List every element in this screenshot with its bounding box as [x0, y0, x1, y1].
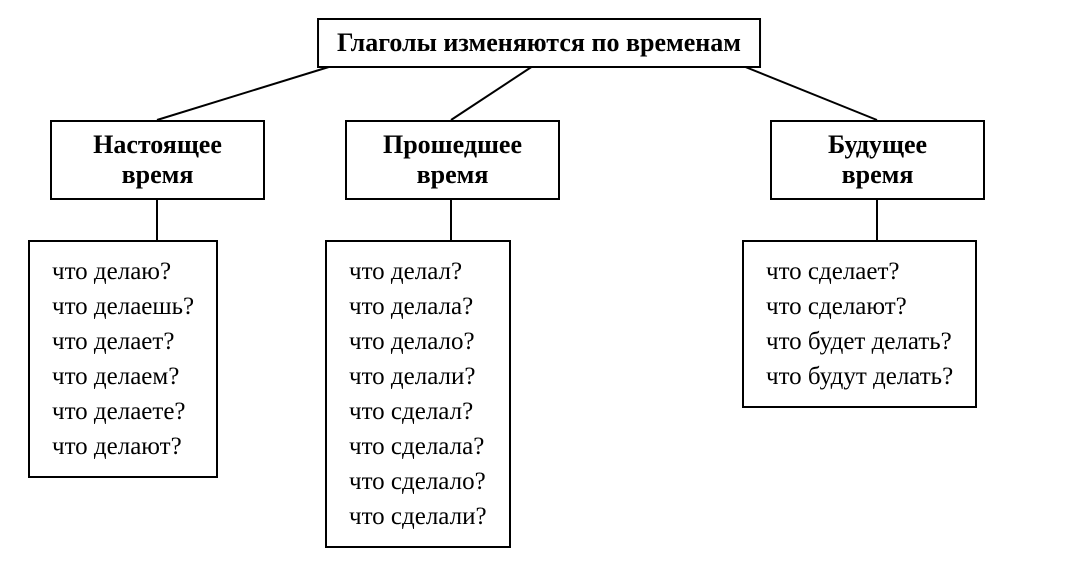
- questions-future: что сделает? что сделают? что будет дела…: [742, 240, 977, 408]
- question-line: что делала?: [349, 289, 487, 324]
- question-line: что сделает?: [766, 254, 953, 289]
- question-line: что будет делать?: [766, 324, 953, 359]
- question-line: что делают?: [52, 429, 194, 464]
- question-line: что делает?: [52, 324, 194, 359]
- question-line: что делаете?: [52, 394, 194, 429]
- question-line: что делаем?: [52, 359, 194, 394]
- tense-title-line1: Настоящее: [93, 130, 222, 159]
- root-label: Глаголы изменяются по временам: [337, 28, 741, 57]
- question-line: что делаешь?: [52, 289, 194, 324]
- tense-title-line2: время: [122, 160, 194, 189]
- question-line: что делаю?: [52, 254, 194, 289]
- tense-node-present: Настоящее время: [50, 120, 265, 200]
- question-line: что делали?: [349, 359, 487, 394]
- question-line: что сделали?: [349, 499, 487, 534]
- root-node: Глаголы изменяются по временам: [317, 18, 761, 68]
- question-line: что сделало?: [349, 464, 487, 499]
- question-line: что делал?: [349, 254, 487, 289]
- question-line: что сделала?: [349, 429, 487, 464]
- questions-past: что делал? что делала? что делало? что д…: [325, 240, 511, 548]
- question-line: что делало?: [349, 324, 487, 359]
- tense-title-line1: Прошедшее: [383, 130, 522, 159]
- tense-node-past: Прошедшее время: [345, 120, 560, 200]
- question-line: что сделают?: [766, 289, 953, 324]
- questions-present: что делаю? что делаешь? что делает? что …: [28, 240, 218, 478]
- tense-node-future: Будущее время: [770, 120, 985, 200]
- question-line: что будут делать?: [766, 359, 953, 394]
- question-line: что сделал?: [349, 394, 487, 429]
- tense-title-line2: время: [842, 160, 914, 189]
- tense-title-line2: время: [417, 160, 489, 189]
- tense-title-line1: Будущее: [828, 130, 927, 159]
